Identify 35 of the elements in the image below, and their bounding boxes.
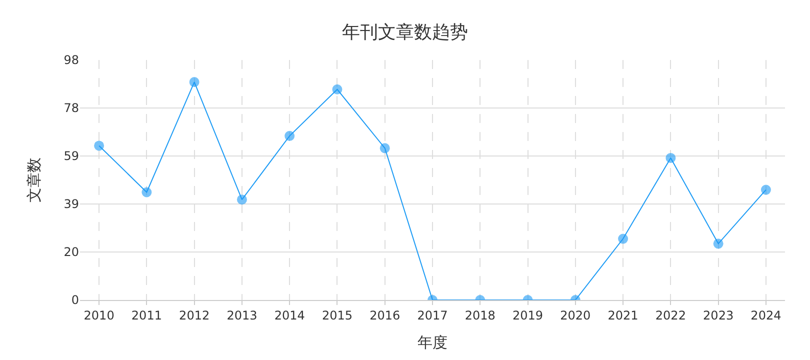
point bbox=[666, 152, 676, 163]
x-tick-label: 2018 bbox=[464, 308, 496, 322]
x-tick-label: 2012 bbox=[179, 308, 210, 322]
x-tick-label: 2011 bbox=[131, 308, 162, 322]
y-tick-label: 39 bbox=[64, 197, 79, 212]
x-tick-label: 2023 bbox=[703, 308, 734, 322]
x-tick-label: 2021 bbox=[608, 308, 638, 322]
y-tick-label: 98 bbox=[64, 53, 79, 68]
x-tick-label: 2016 bbox=[370, 308, 400, 322]
x-tick-label: 2010 bbox=[84, 308, 114, 322]
x-tick-label: 2022 bbox=[655, 308, 686, 322]
x-tick-label: 2024 bbox=[750, 308, 782, 322]
point bbox=[142, 187, 152, 198]
point bbox=[380, 143, 390, 154]
x-tick-label: 2017 bbox=[417, 308, 448, 322]
point bbox=[760, 184, 771, 195]
y-tick-label: 59 bbox=[64, 149, 79, 164]
x-tick-label: 2013 bbox=[226, 308, 258, 322]
x-tick-label: 2014 bbox=[274, 308, 305, 322]
point bbox=[94, 140, 104, 151]
point bbox=[189, 77, 200, 88]
point bbox=[713, 238, 724, 249]
x-tick-label: 2020 bbox=[560, 308, 591, 322]
point bbox=[236, 194, 247, 205]
y-tick-label: 0 bbox=[71, 293, 79, 308]
point bbox=[332, 84, 342, 94]
y-axis-title: 文章数 bbox=[24, 158, 43, 202]
y-tick-label: 78 bbox=[64, 101, 79, 116]
x-axis-title: 年度 bbox=[418, 333, 448, 352]
point bbox=[618, 234, 628, 244]
chart-title: 年刊文章数趋势 bbox=[342, 22, 468, 43]
x-tick-label: 2015 bbox=[322, 308, 353, 322]
point bbox=[284, 130, 295, 141]
x-tick-label: 2019 bbox=[512, 308, 544, 322]
y-tick-label: 20 bbox=[64, 245, 79, 260]
